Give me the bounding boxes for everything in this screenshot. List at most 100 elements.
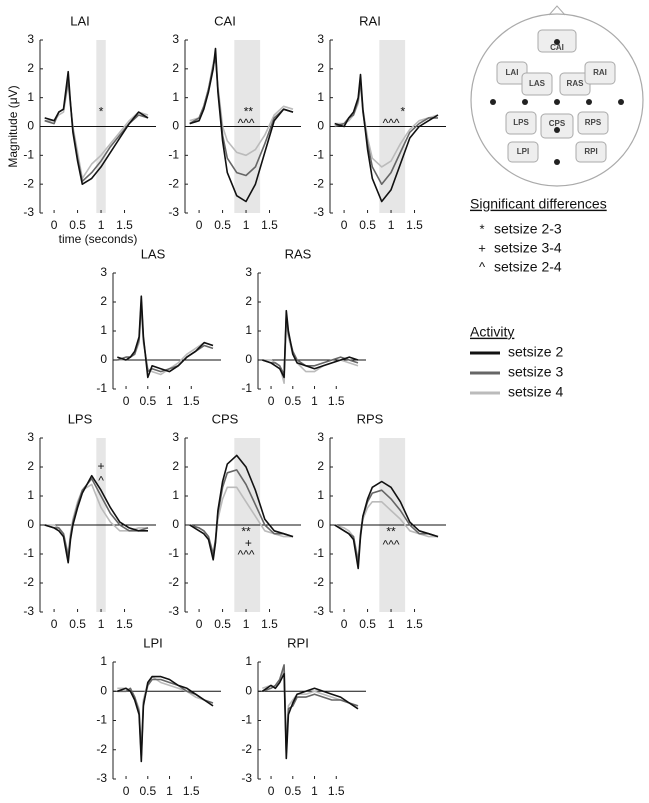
- x-tick-label: 0.5: [359, 617, 376, 631]
- x-tick-label: 0: [268, 394, 275, 408]
- y-tick-label: -2: [168, 176, 179, 190]
- x-tick-label: 1: [388, 218, 395, 232]
- y-tick-label: 3: [172, 430, 179, 444]
- y-tick-label: -1: [313, 148, 324, 162]
- significance-marker: +: [98, 459, 105, 473]
- erp-line: [117, 675, 214, 763]
- region-box: [575, 141, 607, 163]
- significance-marker: **: [244, 104, 254, 118]
- erp-line: [189, 469, 294, 555]
- region-label: RPS: [585, 118, 602, 127]
- x-tick-label: 0.5: [359, 218, 376, 232]
- x-tick-label: 0: [268, 784, 275, 798]
- x-tick-label: 1: [243, 617, 250, 631]
- y-tick-label: 1: [172, 90, 179, 104]
- x-tick-label: 0: [123, 784, 130, 798]
- x-tick-label: 1: [98, 218, 105, 232]
- x-tick-label: 1.5: [183, 784, 200, 798]
- nose: [548, 5, 566, 16]
- electrode: [554, 39, 560, 45]
- electrode: [554, 99, 560, 105]
- erp-line: [117, 678, 214, 757]
- y-tick-label: 3: [245, 265, 252, 279]
- x-tick-label: 0: [51, 617, 58, 631]
- y-tick-label: 0: [317, 119, 324, 133]
- y-tick-label: -3: [168, 604, 179, 618]
- y-tick-label: -1: [96, 381, 107, 395]
- y-tick-label: 1: [27, 488, 34, 502]
- y-tick-label: 1: [317, 488, 324, 502]
- y-tick-label: -3: [168, 205, 179, 219]
- y-tick-label: -2: [23, 575, 34, 589]
- y-tick-label: 3: [317, 430, 324, 444]
- erp-line: [44, 474, 148, 564]
- region-label: RAS: [567, 79, 585, 88]
- erp-line: [44, 70, 149, 185]
- y-tick-label: -1: [241, 381, 252, 395]
- y-tick-label: 1: [27, 90, 34, 104]
- legend-symbol: +: [478, 240, 486, 255]
- y-tick-label: 2: [100, 294, 107, 308]
- x-tick-label: 0: [341, 218, 348, 232]
- x-tick-label: 1.5: [116, 617, 133, 631]
- y-tick-label: 2: [245, 294, 252, 308]
- x-tick-label: 1: [388, 617, 395, 631]
- significance-marker: ^: [98, 474, 104, 488]
- panel-title: RPS: [357, 411, 384, 426]
- y-tick-label: -1: [168, 546, 179, 560]
- panel-title: LAS: [141, 246, 166, 261]
- y-tick-label: 1: [245, 654, 252, 668]
- y-tick-label: -3: [96, 771, 107, 785]
- legend-title: Activity: [470, 324, 514, 340]
- x-tick-label: 1.5: [328, 784, 345, 798]
- y-tick-label: -2: [96, 742, 107, 756]
- x-tick-label: 1.5: [261, 218, 278, 232]
- erp-line: [189, 47, 294, 203]
- y-tick-label: 3: [27, 430, 34, 444]
- y-tick-label: 3: [317, 32, 324, 46]
- y-tick-label: -3: [313, 604, 324, 618]
- y-tick-label: -2: [23, 176, 34, 190]
- significance-marker: ^^^: [238, 116, 255, 130]
- y-tick-label: 3: [100, 265, 107, 279]
- y-tick-label: 1: [100, 654, 107, 668]
- y-tick-label: 2: [172, 61, 179, 75]
- region-label: RAI: [593, 68, 607, 77]
- x-tick-label: 0.5: [214, 617, 231, 631]
- erp-line: [44, 82, 149, 180]
- panel-title: LPI: [143, 635, 163, 650]
- y-tick-label: 0: [100, 352, 107, 366]
- legend-symbol: ^: [479, 259, 486, 274]
- electrode: [618, 99, 624, 105]
- region-box: [577, 111, 609, 135]
- erp-line: [262, 664, 359, 754]
- legend-label: setsize 2: [508, 344, 563, 360]
- significance-marker: **: [386, 524, 396, 538]
- x-tick-label: 0: [196, 617, 203, 631]
- erp-line: [262, 315, 359, 376]
- y-axis-label: Magnitude (μV): [6, 85, 20, 167]
- y-tick-label: -1: [241, 713, 252, 727]
- y-tick-label: 0: [172, 517, 179, 531]
- y-tick-label: -2: [313, 176, 324, 190]
- x-tick-label: 1: [166, 784, 173, 798]
- legend-symbol: *: [479, 221, 484, 236]
- y-tick-label: 2: [27, 61, 34, 75]
- y-tick-label: -2: [241, 742, 252, 756]
- x-tick-label: 1: [166, 394, 173, 408]
- electrode: [554, 159, 560, 165]
- x-tick-label: 1.5: [406, 617, 423, 631]
- y-tick-label: 0: [27, 517, 34, 531]
- erp-line: [334, 79, 438, 185]
- y-tick-label: 2: [317, 459, 324, 473]
- region-box: [507, 141, 539, 163]
- erp-line: [262, 321, 359, 384]
- legend-label: setsize 4: [508, 384, 563, 400]
- x-tick-label: 1: [311, 394, 318, 408]
- legend-label: setsize 3: [508, 364, 563, 380]
- y-tick-label: -1: [23, 148, 34, 162]
- y-tick-label: -2: [168, 575, 179, 589]
- panel-title: CPS: [212, 411, 239, 426]
- legend-label: setsize 2-4: [494, 259, 562, 275]
